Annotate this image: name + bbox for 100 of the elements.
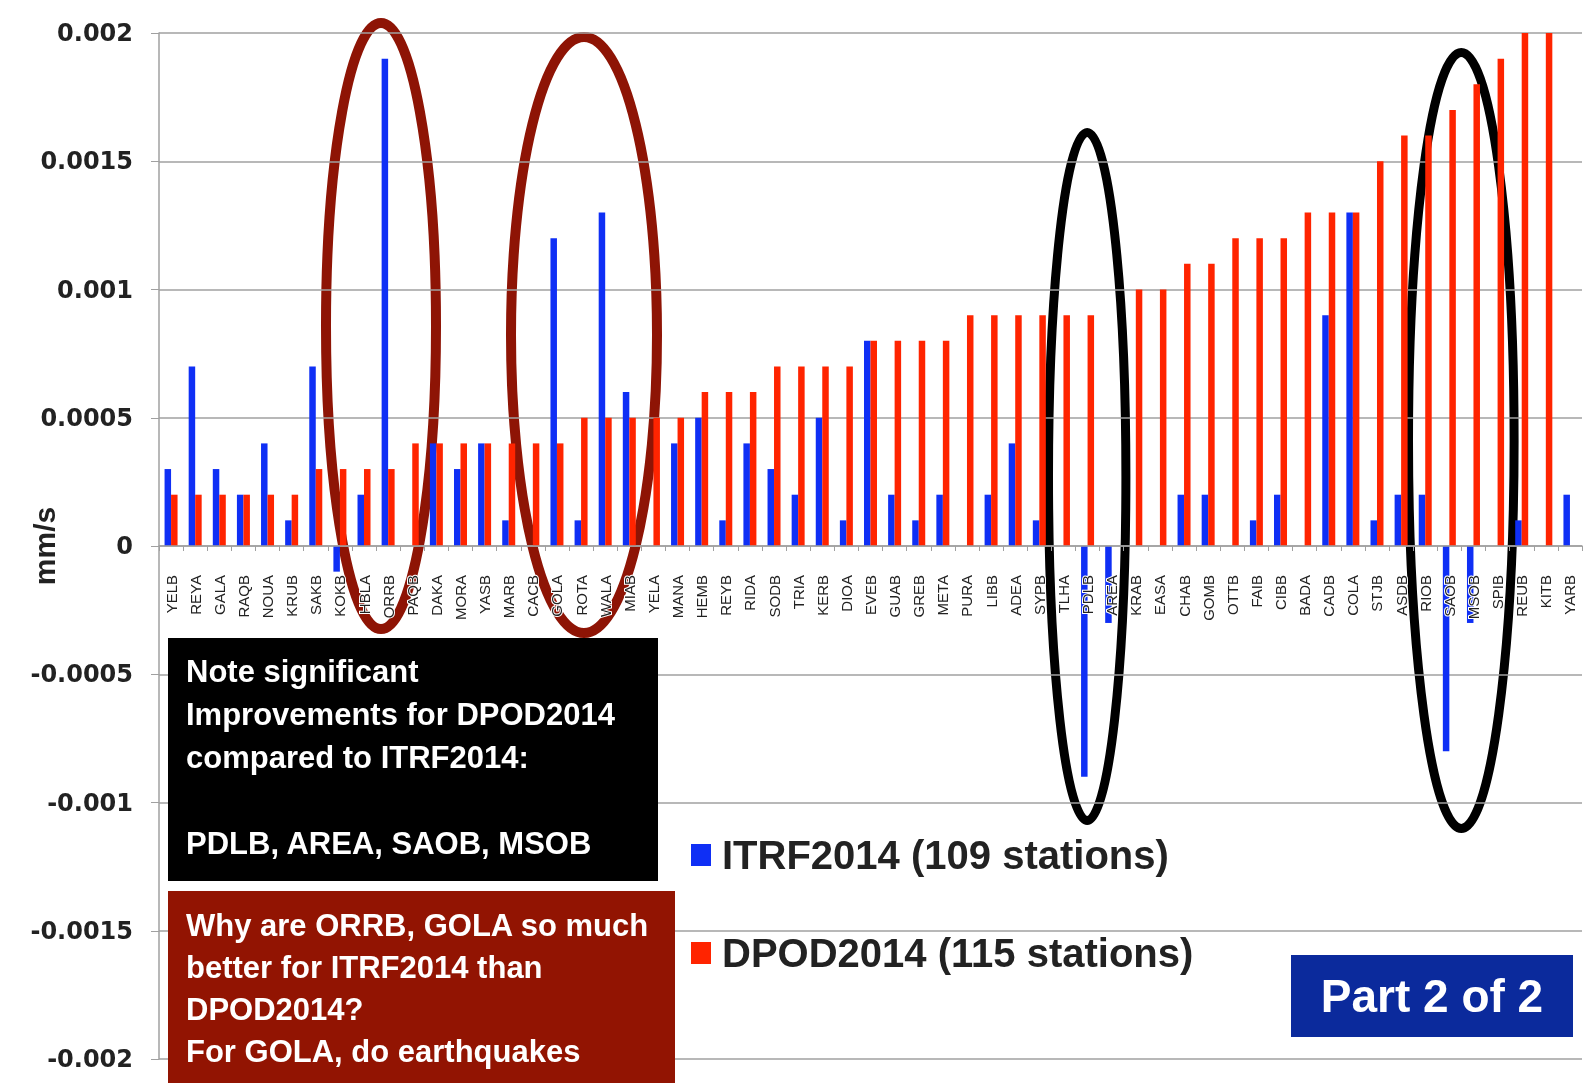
bar	[629, 417, 636, 546]
bar	[767, 469, 775, 546]
x-tick-label: YASB	[476, 575, 494, 614]
x-tick-label: WALA	[596, 575, 614, 617]
bar	[798, 366, 805, 546]
bar	[1201, 494, 1209, 546]
bar	[677, 417, 685, 546]
bar	[870, 340, 877, 546]
bar	[749, 392, 757, 546]
x-tick-label: PDLB	[1079, 575, 1097, 615]
bar	[1256, 238, 1263, 546]
x-tick-label: META	[934, 575, 952, 616]
bar	[725, 392, 733, 546]
bar	[822, 366, 829, 546]
x-tick-label: YELA	[644, 575, 662, 614]
bar	[864, 340, 871, 546]
bar	[532, 443, 540, 546]
x-tick-label: FAIB	[1247, 575, 1265, 608]
bar	[936, 494, 943, 546]
bar	[1346, 212, 1353, 546]
x-tick-label: MANA	[669, 575, 687, 619]
bar	[556, 443, 564, 546]
x-tick-label: DAKA	[427, 575, 445, 616]
x-tick-label: ORRB	[379, 575, 397, 619]
bar	[701, 392, 709, 546]
x-tick-label: TRIA	[789, 575, 807, 610]
bar	[1418, 494, 1426, 546]
x-tick-label: KERB	[813, 575, 831, 616]
bar	[1401, 135, 1408, 546]
bar	[1352, 212, 1360, 546]
y-tick-label: -0.0015	[30, 916, 133, 945]
bar	[550, 238, 557, 546]
bar	[1425, 135, 1432, 546]
x-tick-label: BADA	[1296, 575, 1314, 616]
bar	[1232, 238, 1239, 546]
bar	[1304, 212, 1312, 546]
bar	[333, 546, 340, 572]
bar	[1328, 212, 1336, 546]
bar	[581, 417, 588, 546]
x-tick-label: REYA	[186, 575, 204, 615]
bar	[171, 494, 178, 546]
bar	[364, 469, 371, 546]
bar	[839, 520, 847, 546]
x-tick-label: GOLA	[548, 575, 566, 617]
bar	[942, 340, 950, 546]
bar	[508, 443, 516, 546]
bar	[1015, 315, 1022, 546]
x-tick-label: GOMB	[1199, 575, 1217, 621]
bar	[1280, 238, 1288, 546]
x-tick-label: HBLA	[355, 575, 373, 615]
bar	[1032, 520, 1040, 546]
x-tick-label: PAQB	[403, 575, 421, 616]
bar	[815, 417, 823, 546]
bar	[212, 469, 220, 546]
bar	[219, 494, 226, 546]
x-tick-label: RAQB	[234, 575, 252, 618]
x-tick-label: GUAB	[886, 575, 904, 618]
bar	[1515, 520, 1522, 546]
bar	[719, 520, 726, 546]
x-tick-label: NOUA	[259, 575, 277, 619]
x-tick-label: REYB	[717, 575, 735, 616]
y-tick-label: 0.002	[57, 19, 133, 47]
x-tick-label: KOKB	[331, 575, 349, 617]
x-tick-label: AREA	[1103, 575, 1121, 616]
bar	[1008, 443, 1016, 546]
bar	[164, 469, 172, 546]
x-tick-label: KRAB	[1127, 575, 1145, 616]
x-tick-label: MIAB	[620, 575, 638, 612]
bar	[1497, 58, 1505, 546]
bar	[285, 520, 292, 546]
x-tick-label: SODB	[765, 575, 783, 618]
bar	[236, 494, 244, 546]
bar	[412, 443, 419, 546]
y-tick-label: -0.002	[47, 1045, 133, 1073]
bar	[1449, 109, 1456, 546]
y-axis-title: mm/s	[27, 506, 61, 586]
y-tick-label: -0.0005	[30, 660, 133, 689]
x-tick-label: ADEA	[1006, 575, 1024, 616]
legend-label: DPOD2014 (115 stations)	[722, 931, 1194, 975]
x-tick-label: OTTB	[1223, 575, 1241, 615]
bar	[502, 520, 509, 546]
x-tick-label: COLA	[1344, 575, 1362, 616]
x-tick-label: ROTA	[572, 575, 590, 616]
x-tick-label: YELB	[162, 575, 180, 614]
bar	[1322, 315, 1329, 546]
bar	[598, 212, 606, 546]
bar	[846, 366, 853, 546]
x-tick-label: CHAB	[1175, 575, 1193, 617]
x-tick-label: CIBB	[1272, 575, 1290, 611]
legend-label: ITRF2014 (109 stations)	[722, 833, 1169, 877]
bar	[357, 494, 365, 546]
bar	[1376, 161, 1384, 546]
bar	[1370, 520, 1377, 546]
bar	[1274, 494, 1281, 546]
bar	[653, 417, 660, 546]
bar	[1545, 33, 1553, 546]
bar	[671, 443, 678, 546]
bar	[1521, 33, 1529, 546]
bar	[574, 520, 582, 546]
x-tick-label: PURA	[958, 575, 976, 617]
